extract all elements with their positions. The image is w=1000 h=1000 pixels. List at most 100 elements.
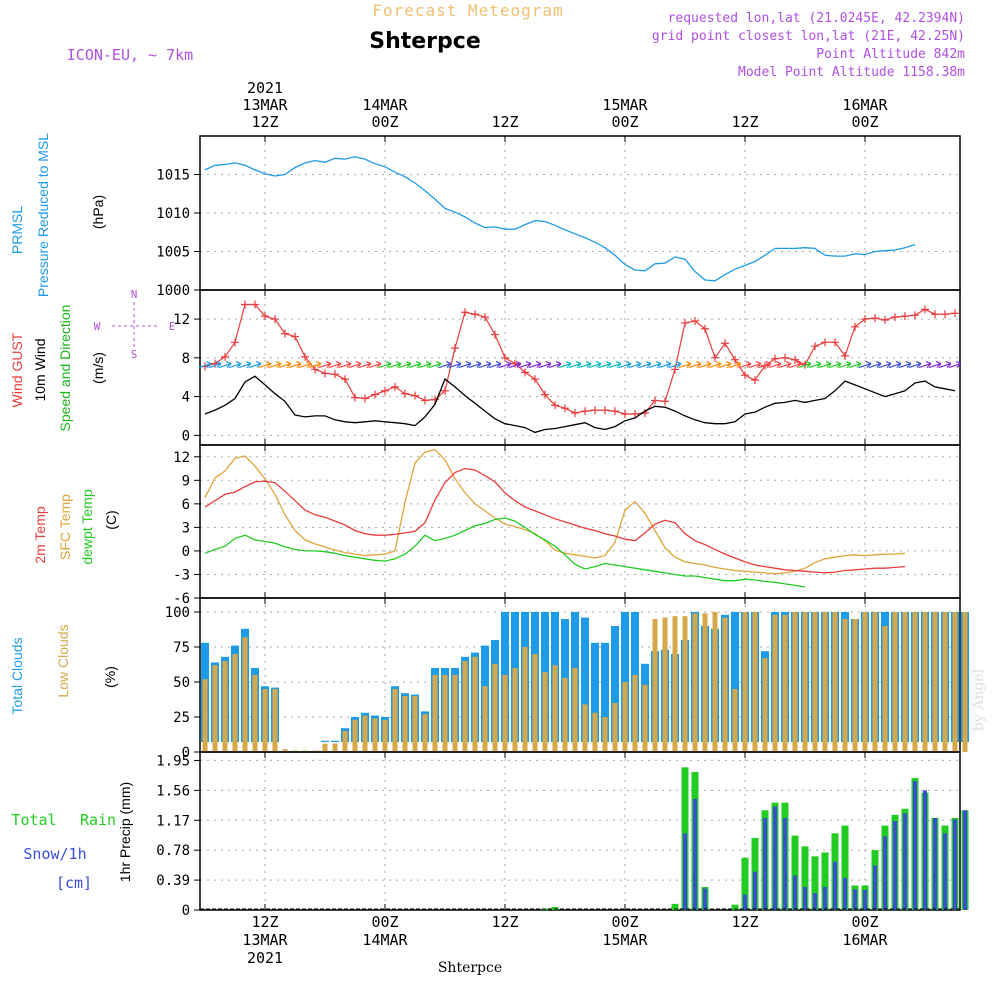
wind-direction-arrow [868, 361, 882, 369]
low-cloud-bar [962, 612, 968, 752]
gust-point [291, 332, 299, 341]
wind-direction-arrow [688, 361, 702, 369]
gust-point [581, 407, 589, 416]
snow-bar [963, 810, 967, 910]
wind-direction-arrow [548, 361, 562, 369]
panel-frame [199, 444, 961, 599]
rain-bar [741, 857, 749, 910]
time-label-top: 00Z [611, 113, 638, 131]
gust-point [711, 353, 719, 362]
wind-direction-arrow [498, 361, 512, 369]
gust-point [481, 313, 489, 322]
gust-point [851, 322, 859, 331]
low-cloud-bar [482, 686, 488, 752]
wind-direction-arrow [858, 361, 872, 369]
time-label-top: 12Z [251, 113, 278, 131]
wind-direction-arrow [398, 361, 412, 369]
snow-unit: [cm] [56, 874, 92, 892]
low-cloud-bar [372, 718, 378, 752]
time-label-bottom: 2021 [247, 949, 283, 967]
low-cloud-bar [832, 612, 838, 752]
temp-tick-label: 3 [182, 520, 190, 536]
precip-ylabel: 1hr Precip (mm) [117, 782, 133, 882]
gust-point [591, 406, 599, 415]
snow-bar [813, 893, 817, 910]
gust-point [571, 409, 579, 418]
gust-point [941, 310, 949, 319]
gust-point [341, 375, 349, 384]
gust-point [221, 352, 229, 361]
gust-point [691, 317, 699, 325]
time-label-top: 16MAR [842, 96, 888, 114]
wind-direction-arrow [698, 361, 712, 369]
low-cloud-bar [752, 612, 758, 752]
gust-line [204, 303, 956, 415]
low-cloud-bar [432, 675, 438, 752]
gust-point [671, 365, 679, 374]
temp-tick-label: 0 [182, 544, 190, 560]
wind-direction-arrow [488, 361, 502, 369]
precip-panel-labels: Total Rain Snow/1h [cm] 1hr Precip (mm) [11, 782, 133, 892]
low-cloud-bar [232, 654, 238, 752]
rain-bar [821, 852, 829, 910]
time-label-bottom: 16MAR [842, 931, 888, 949]
low-cloud-label: Low Clouds [55, 624, 71, 697]
wind-direction-arrow [288, 361, 302, 369]
low-cloud-bar [822, 612, 828, 752]
wind-direction-arrow [358, 361, 372, 369]
gust-point [491, 330, 499, 339]
snow-bar [873, 865, 877, 910]
low-cloud-bar [272, 689, 278, 752]
low-cloud-bar [562, 677, 568, 752]
gust-point [621, 410, 629, 418]
wind-direction-arrow [598, 361, 612, 369]
total-cloud-bar [731, 612, 739, 742]
rain-bar [671, 903, 679, 910]
gust-point [321, 369, 329, 378]
low-cloud-bar [652, 619, 658, 752]
time-label-top: 14MAR [362, 96, 408, 114]
pressure-label-2: Pressure Reduced to MSL [35, 133, 51, 297]
low-cloud-bar [502, 675, 508, 752]
gust-point [741, 371, 749, 380]
gust-point [811, 342, 819, 351]
gust-point [681, 318, 689, 327]
time-label-top: 00Z [851, 113, 878, 131]
wind-direction-arrow [528, 361, 542, 369]
low-cloud-bar [682, 616, 688, 752]
wind-direction-arrow [538, 361, 552, 369]
low-cloud-bar [342, 731, 348, 752]
snow-bar [683, 833, 687, 910]
wind-direction-arrow [768, 361, 782, 369]
time-label-top: 13MAR [242, 96, 288, 114]
low-cloud-bar [352, 719, 358, 752]
compass-s: S [131, 348, 138, 361]
panel-frame [199, 751, 961, 911]
gust-point [351, 393, 359, 402]
wind-direction-arrow [948, 361, 962, 369]
low-cloud-bar [592, 712, 598, 752]
low-cloud-bar [322, 743, 328, 752]
watermark: by Angel [971, 668, 987, 731]
gust-point [551, 401, 559, 410]
info-model-altitude: Model Point Altitude 1158.38m [738, 65, 965, 80]
wind-tick-label: 0 [182, 428, 190, 444]
low-cloud-bar [632, 675, 638, 752]
low-cloud-bar [892, 612, 898, 752]
snow-bar [913, 781, 917, 910]
wind-direction-arrow [788, 361, 802, 369]
low-cloud-bar [612, 703, 618, 752]
gust-point [561, 404, 569, 413]
gust-point [721, 339, 729, 348]
wind-direction-arrow [658, 361, 672, 369]
gust-point [911, 311, 919, 320]
wind-direction-arrow [728, 361, 742, 369]
gust-point [701, 324, 709, 333]
low-cloud-bar [442, 675, 448, 752]
wind-direction-arrow [368, 361, 382, 369]
snow-bar [943, 833, 947, 910]
time-label-bottom: 00Z [611, 913, 638, 931]
wind-direction-arrow [308, 361, 322, 369]
